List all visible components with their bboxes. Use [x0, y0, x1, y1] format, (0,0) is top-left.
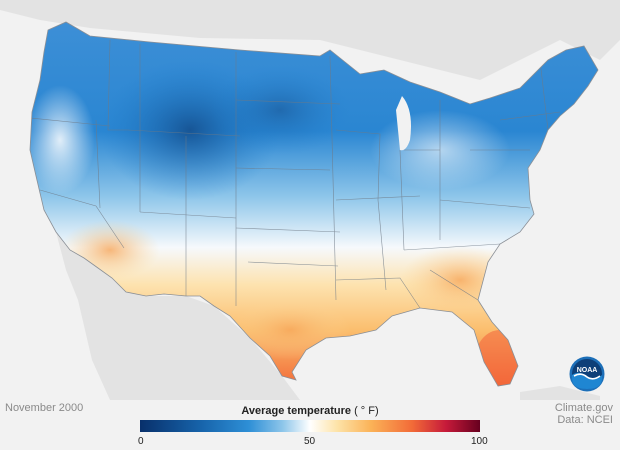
- credit-data: Data: NCEI: [557, 414, 613, 426]
- date-label: November 2000: [5, 402, 84, 414]
- noaa-logo-text: NOAA: [577, 367, 598, 374]
- legend-title-text: Average temperature: [241, 405, 351, 417]
- credit: Climate.gov Data: NCEI: [555, 402, 613, 426]
- credit-source: Climate.gov: [554, 402, 613, 414]
- mexico-land: [56, 232, 300, 400]
- legend-tick-mid: 50: [304, 436, 316, 447]
- cuba-land: [520, 386, 600, 400]
- legend-unit: ( ° F): [354, 405, 379, 417]
- noaa-logo-icon: NOAA: [569, 356, 605, 392]
- legend-tick-max: 100: [471, 436, 488, 447]
- canada-land: [0, 0, 620, 80]
- legend-title: Average temperature ( ° F): [140, 405, 480, 417]
- state-borders: [30, 39, 561, 309]
- legend-tick-min: 0: [138, 436, 144, 447]
- lake-michigan: [396, 96, 411, 151]
- legend-color-bar: [140, 420, 480, 432]
- temperature-map: [0, 0, 620, 400]
